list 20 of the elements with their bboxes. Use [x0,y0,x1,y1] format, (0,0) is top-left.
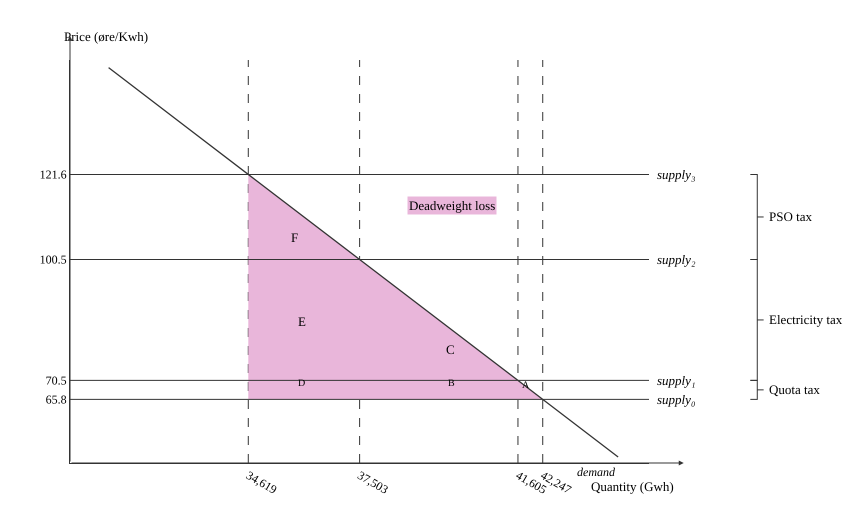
annotation: E [298,314,306,329]
y-tick-label: 70.5 [46,374,67,388]
x-axis-title: Quantity (Gwh) [591,479,674,494]
ref-line-label: supply₀ [657,392,696,407]
ref-line-label: supply₁ [657,373,696,388]
y-tick-label: 121.6 [40,168,67,182]
text: PSO tax [769,209,812,224]
annotation: B [448,378,455,389]
annotation: F [291,230,298,245]
series-label: demand [577,465,616,479]
y-tick-label: 100.5 [40,252,67,267]
text: Quota tax [769,382,820,397]
text: Electricity tax [769,312,843,327]
ref-line-label: supply₂ [657,252,696,267]
y-axis-title: Price (øre/Kwh) [64,29,148,44]
annotation: D [298,378,306,389]
ref-line-label: supply₃ [657,167,696,182]
annotation: C [446,342,455,357]
text: Deadweight loss [409,198,496,213]
y-tick-label: 65.8 [46,392,67,407]
